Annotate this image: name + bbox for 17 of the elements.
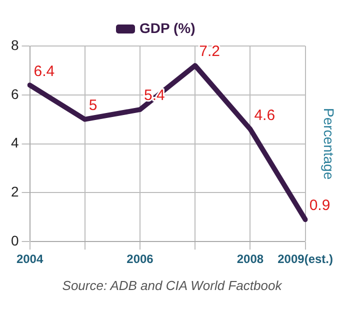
y-tick-label: 6 xyxy=(10,86,19,102)
source-note: Source: ADB and CIA World Factbook xyxy=(61,278,283,293)
x-tick-label: 2009(est.) xyxy=(278,252,334,266)
x-tick-label: 2004 xyxy=(16,252,44,266)
legend-label: GDP (%) xyxy=(140,20,196,36)
y-tick-label: 8 xyxy=(10,36,19,53)
data-label: 7.2 xyxy=(199,43,220,60)
x-tick-label: 2008 xyxy=(236,252,264,266)
y-tick-label: 4 xyxy=(10,134,19,151)
data-label: 6.4 xyxy=(34,62,55,80)
data-label: 4.6 xyxy=(254,106,276,124)
x-tick-label: 2006 xyxy=(126,252,154,266)
y-tick-label: 0 xyxy=(10,232,19,248)
y-axis-title: Percentage xyxy=(321,108,338,180)
data-label: 5 xyxy=(88,96,98,114)
data-label: 0.9 xyxy=(309,197,330,214)
y-tick-label: 2 xyxy=(10,184,19,200)
